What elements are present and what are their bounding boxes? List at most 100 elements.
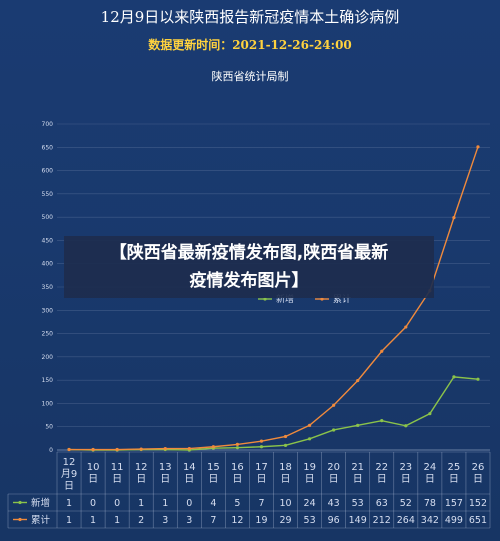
data-point (163, 447, 167, 451)
table-cell-value: 0 (186, 498, 192, 509)
data-point (139, 447, 143, 451)
data-point (235, 442, 240, 447)
y-tick-label: 250 (42, 331, 54, 338)
y-tick-label: 300 (42, 307, 54, 314)
data-point (452, 375, 456, 379)
x-tick-label: 13 日 (159, 462, 172, 485)
data-point (115, 447, 119, 452)
table-cell-value: 7 (210, 515, 216, 526)
y-tick-label: 450 (42, 237, 54, 244)
data-point (404, 325, 408, 329)
x-tick-label: 20 日 (327, 462, 340, 485)
x-tick-label: 16 日 (231, 462, 244, 485)
x-tick-label: 10 日 (87, 462, 100, 485)
chart-title: 12月9日以来陕西报告新冠疫情本土确诊病例 (100, 8, 400, 26)
overlay-line-2: 疫情发布图片】 (189, 271, 309, 291)
table-cell-value: 19 (255, 515, 267, 526)
x-tick-label: 15 日 (207, 462, 220, 485)
x-tick-label: 18 日 (279, 462, 292, 485)
x-tick-label: 11 日 (111, 462, 124, 485)
data-point (476, 377, 480, 381)
table-cell-value: 3 (186, 515, 192, 526)
table-cell-value: 1 (66, 515, 72, 526)
source-label: 陕西省统计局制 (211, 70, 289, 83)
data-point (380, 349, 384, 353)
table-cell-value: 5 (234, 498, 240, 509)
table-cell-value: 149 (349, 515, 367, 526)
y-tick-label: 550 (42, 191, 54, 198)
table-cell-value: 0 (114, 498, 120, 509)
y-tick-label: 600 (42, 168, 54, 175)
y-tick-label: 500 (42, 214, 54, 221)
x-tick-label: 14 日 (183, 462, 196, 485)
table-cell-value: 342 (421, 515, 439, 526)
data-point (452, 216, 456, 220)
overlay-line-1: 【陕西省最新疫情发布图,陕西省最新 (109, 243, 389, 263)
table-cell-value: 52 (400, 498, 412, 509)
table-cell-value: 2 (138, 515, 144, 526)
table-cell-value: 96 (328, 515, 340, 526)
data-point (259, 445, 264, 449)
y-tick-label: 700 (42, 121, 54, 128)
x-tick-label: 19 日 (303, 462, 316, 485)
data-point (332, 428, 336, 432)
table-cell-value: 0 (90, 498, 96, 509)
table-cell-value: 1 (90, 515, 96, 526)
table-cell-value: 4 (210, 498, 216, 509)
table-cell-value: 7 (258, 498, 264, 509)
data-point (259, 439, 264, 443)
table-cell-value: 1 (162, 498, 168, 509)
table-cell-value: 63 (376, 498, 388, 509)
table-cell-value: 212 (373, 515, 391, 526)
data-point (476, 145, 480, 149)
table-legend-marker (18, 500, 22, 505)
series-line-cumulative (69, 146, 479, 451)
data-point (283, 434, 288, 439)
data-point (356, 423, 360, 427)
y-tick-label: 650 (42, 144, 54, 151)
data-point (283, 443, 288, 447)
data-point (307, 423, 312, 427)
y-tick-label: 150 (42, 377, 54, 384)
table-cell-value: 29 (279, 515, 291, 526)
table-cell-value: 1 (138, 498, 144, 509)
update-time: 数据更新时间：2021-12-26-24:00 (148, 38, 352, 52)
table-cell-value: 1 (114, 515, 120, 526)
table-cell-value: 3 (162, 515, 168, 526)
table-cell-value: 12 (231, 515, 243, 526)
data-point (211, 445, 215, 449)
table-cell-value: 10 (279, 498, 291, 509)
x-tick-label: 17 日 (255, 462, 268, 485)
table-series-name: 新增 (31, 497, 50, 509)
y-tick-label: 200 (42, 354, 54, 361)
x-tick-label: 26 日 (472, 462, 485, 485)
x-tick-label: 21 日 (351, 462, 364, 485)
data-point (332, 403, 336, 407)
y-tick-label: 50 (45, 424, 53, 431)
data-point (235, 446, 240, 450)
table-cell-value: 78 (424, 498, 436, 509)
data-point (91, 447, 95, 452)
table-cell-value: 53 (304, 515, 316, 526)
y-tick-label: 400 (42, 261, 54, 268)
data-point (380, 419, 384, 423)
x-tick-label: 23 日 (399, 462, 412, 485)
table-cell-value: 24 (304, 498, 316, 509)
table-series-name: 累计 (31, 514, 51, 526)
table-cell-value: 499 (445, 515, 463, 526)
x-tick-label: 12 月9 日 (61, 457, 77, 492)
table-cell-value: 651 (469, 515, 487, 526)
table-cell-value: 1 (66, 498, 72, 509)
data-point (404, 424, 408, 428)
data-point (428, 412, 432, 416)
y-tick-label: 350 (42, 284, 54, 291)
data-point (356, 379, 360, 383)
legend-marker (263, 297, 267, 301)
table-cell-value: 53 (352, 498, 364, 509)
data-point (307, 437, 312, 441)
y-tick-label: 100 (42, 400, 54, 407)
table-cell-value: 152 (469, 498, 487, 509)
table-cell-value: 43 (328, 498, 340, 509)
